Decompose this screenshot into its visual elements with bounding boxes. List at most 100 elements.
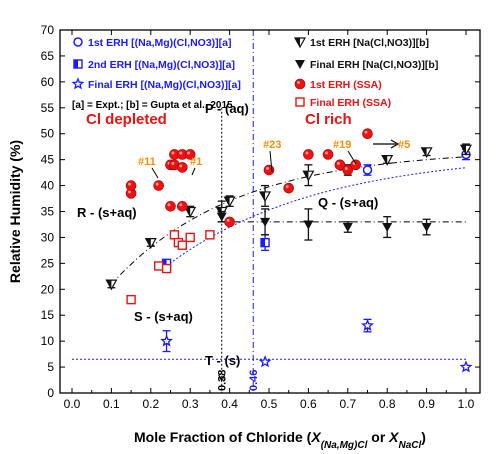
data-point bbox=[361, 318, 374, 331]
legend-entry: Final ERH (SSA) bbox=[295, 97, 391, 109]
vline-label: 0.46 bbox=[248, 370, 260, 391]
x-tick-label: 0.3 bbox=[182, 397, 199, 411]
x-tick-label: 0.7 bbox=[339, 397, 356, 411]
vline-arrow bbox=[218, 374, 226, 383]
plot-area bbox=[72, 30, 473, 393]
series bbox=[160, 318, 473, 373]
data-point bbox=[258, 355, 272, 368]
data-point bbox=[303, 149, 314, 160]
data-point bbox=[263, 164, 275, 176]
x-tick-label: 0.2 bbox=[142, 397, 159, 411]
region-label: R - (s+aq) bbox=[77, 205, 137, 220]
legend-note: [a] = Expt.; [b] = Gupta et al., 2015 bbox=[72, 100, 233, 111]
data-point bbox=[302, 170, 315, 182]
data-point bbox=[105, 279, 118, 291]
data-point bbox=[342, 223, 353, 233]
data-point bbox=[223, 196, 236, 208]
axes: 0.0 0.1 0.2 0.3 0.4 0.5 0.6 0.7 0.8 0.9 1.0 0 5 10 15 2… bbox=[7, 23, 481, 451]
data-point bbox=[293, 37, 307, 49]
data-point bbox=[283, 182, 295, 194]
data-point bbox=[260, 217, 271, 227]
annotation-pointer bbox=[269, 150, 273, 173]
data-point bbox=[216, 212, 227, 222]
legend-label: Final ERH (SSA) bbox=[310, 97, 391, 109]
x-tick-label: 0.9 bbox=[418, 397, 435, 411]
series bbox=[125, 128, 373, 228]
data-point bbox=[303, 220, 314, 230]
data-point bbox=[420, 147, 433, 159]
annotation-arrowhead bbox=[390, 139, 400, 149]
annotation-pointer bbox=[347, 150, 357, 165]
data-point bbox=[161, 263, 172, 274]
y-tick-label: 15 bbox=[41, 308, 55, 322]
data-point bbox=[153, 180, 164, 191]
data-point bbox=[144, 238, 157, 249]
data-point bbox=[126, 294, 136, 305]
y-tick-label: 0 bbox=[47, 386, 54, 400]
y-tick-label: 65 bbox=[41, 49, 55, 63]
x-tick-label: 1.0 bbox=[458, 397, 475, 411]
data-point bbox=[205, 230, 215, 240]
y-tick-label: 45 bbox=[41, 153, 55, 167]
x-tick-label: 0.1 bbox=[103, 397, 120, 411]
data-point bbox=[322, 149, 334, 160]
region-label: Cl rich bbox=[305, 111, 352, 128]
data-point bbox=[382, 223, 393, 233]
data-point bbox=[342, 164, 354, 176]
y-tick-label: 30 bbox=[41, 230, 55, 244]
y-tick-label: 55 bbox=[41, 101, 55, 115]
legend-label: 1st ERH [Na(Cl,NO3)][b] bbox=[310, 37, 429, 49]
x-tick-label: 0.4 bbox=[221, 397, 238, 411]
y-tick-label: 70 bbox=[41, 23, 55, 37]
series bbox=[216, 208, 432, 241]
data-point bbox=[125, 180, 137, 191]
data-point bbox=[459, 360, 473, 373]
region-label: Q - (s+aq) bbox=[318, 195, 378, 210]
region-label: T - (s) bbox=[205, 353, 240, 368]
data-point bbox=[184, 149, 196, 160]
data-point bbox=[350, 159, 361, 171]
legend-entry: 1st ERH (SSA) bbox=[294, 78, 382, 91]
vline-label: 0.38 bbox=[217, 370, 229, 391]
y-tick-label: 35 bbox=[41, 205, 55, 219]
data-point bbox=[381, 155, 394, 166]
data-point bbox=[334, 159, 346, 171]
legend-entry: 1st ERH [(Na,Mg)(Cl,NO3)][a] bbox=[73, 37, 232, 49]
data-point bbox=[73, 59, 83, 69]
y-tick-label: 25 bbox=[41, 256, 55, 270]
data-point bbox=[259, 191, 272, 203]
x-tick-label: 0.0 bbox=[64, 397, 81, 411]
data-point bbox=[153, 261, 164, 271]
region-label: S - (s+aq) bbox=[134, 309, 193, 324]
annotation-label: #5 bbox=[398, 139, 410, 151]
y-tick-label: 10 bbox=[41, 334, 55, 348]
data-point bbox=[177, 162, 188, 173]
annotation-pointer bbox=[151, 167, 159, 179]
data-point bbox=[177, 149, 188, 160]
data-point bbox=[260, 237, 270, 248]
series bbox=[362, 148, 471, 176]
annotation-label: #1 bbox=[190, 156, 202, 168]
data-point bbox=[362, 128, 373, 140]
legend-label: 1st ERH (SSA) bbox=[310, 79, 382, 91]
data-point bbox=[177, 201, 188, 212]
legend-label: Final ERH [Na(Cl,NO3)][b] bbox=[310, 59, 438, 71]
y-tick-label: 50 bbox=[41, 127, 55, 141]
annotation-pointer bbox=[191, 167, 196, 176]
x-tick-label: 0.6 bbox=[300, 397, 317, 411]
annotation-label: #19 bbox=[333, 139, 351, 151]
data-point bbox=[295, 97, 305, 107]
y-tick-label: 20 bbox=[41, 282, 55, 296]
region-label: P - (aq) bbox=[205, 101, 249, 116]
data-point bbox=[73, 37, 83, 47]
legend: 1st ERH [(Na,Mg)(Cl,NO3)][a] 2nd ERH [(Na… bbox=[71, 37, 438, 111]
data-point bbox=[184, 206, 197, 218]
fit-curve-blue bbox=[166, 167, 467, 267]
y-tick-label: 40 bbox=[41, 179, 55, 193]
x-tick-label: 0.5 bbox=[261, 397, 278, 411]
data-point bbox=[165, 201, 176, 212]
data-point bbox=[224, 216, 235, 228]
y-tick-label: 60 bbox=[41, 75, 55, 89]
annotation-label: #23 bbox=[263, 139, 281, 151]
